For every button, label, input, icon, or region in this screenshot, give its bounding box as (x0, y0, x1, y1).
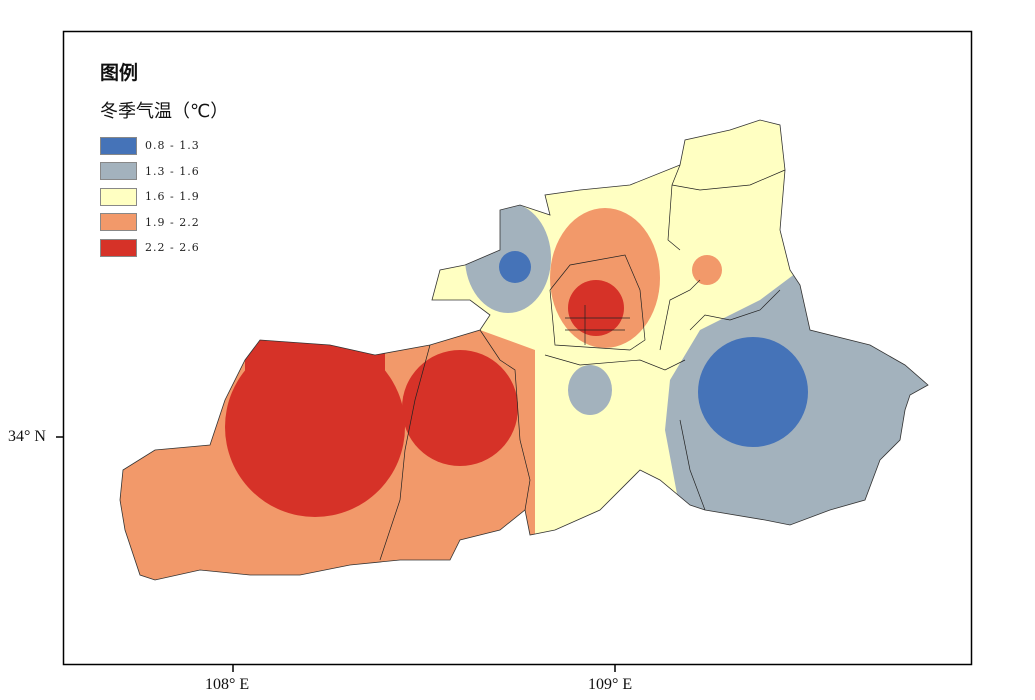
zone-east-0.8-1.3 (698, 337, 808, 447)
legend-label: 1.9 - 2.2 (145, 215, 200, 229)
legend-label: 2.2 - 2.6 (145, 241, 200, 255)
legend-label: 1.3 - 1.6 (145, 164, 200, 178)
map-frame (62, 30, 973, 666)
axis-ticks (56, 436, 616, 672)
zone-nw-0.8-1.3 (499, 251, 531, 283)
legend-swatch (100, 162, 137, 181)
legend-item: 1.3 - 1.6 (100, 159, 228, 185)
legend-item: 2.2 - 2.6 (100, 235, 228, 261)
zone-ne-1.9-2.2 (692, 255, 722, 285)
legend-label: 0.8 - 1.3 (145, 139, 200, 153)
legend-swatch (100, 136, 137, 155)
x-tick-label-109: 109° E (588, 676, 633, 693)
zone-center-2.2-2.6 (568, 280, 624, 336)
legend-item: 0.8 - 1.3 (100, 133, 228, 159)
legend-swatch (100, 238, 137, 257)
zone-west2-2.2-2.6 (402, 350, 518, 466)
legend-swatch (100, 213, 137, 232)
legend-swatch (100, 187, 137, 206)
zone-center-1.3-1.6 (568, 365, 612, 415)
district-boundaries (379, 164, 786, 561)
y-tick-label-34: 34° N (8, 428, 46, 445)
legend-title: 图例 (100, 62, 139, 84)
legend-subtitle: 冬季气温（℃） (100, 101, 229, 122)
legend: 图例 冬季气温（℃） 0.8 - 1.3 1.3 - 1.6 1.6 - 1.9… (100, 58, 228, 261)
legend-item: 1.6 - 1.9 (100, 184, 228, 210)
legend-label: 1.6 - 1.9 (145, 190, 200, 204)
x-tick-label-108: 108° E (205, 676, 250, 693)
legend-item: 1.9 - 2.2 (100, 210, 228, 236)
